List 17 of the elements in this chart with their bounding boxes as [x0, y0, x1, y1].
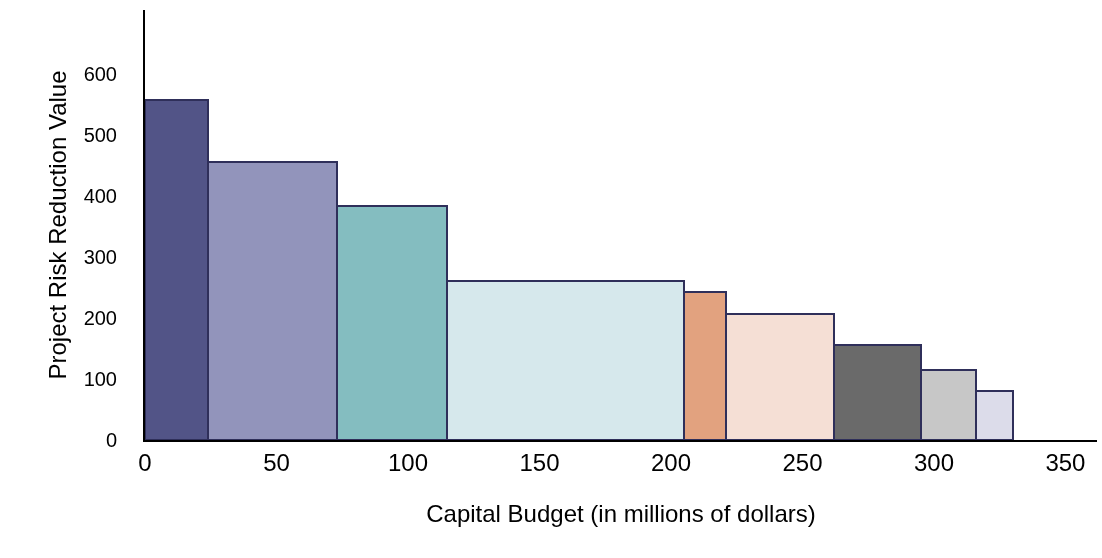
x-tick-label: 250 [782, 448, 823, 476]
x-axis-title: Capital Budget (in millions of dollars) [426, 499, 816, 527]
y-tick-label: 400 [83, 185, 117, 208]
x-tick-label: 150 [519, 448, 560, 476]
y-tick-label: 600 [83, 63, 117, 86]
y-tick-label: 100 [83, 368, 117, 391]
y-tick-label: 0 [105, 429, 117, 451]
y-axis-title: Project Risk Reduction Value [44, 70, 72, 380]
y-tick-label: 500 [83, 124, 117, 147]
x-tick-label: 350 [1045, 448, 1086, 476]
x-tick-label: 300 [913, 448, 954, 476]
x-tick-label: 0 [138, 448, 152, 476]
y-tick-label: 300 [83, 246, 117, 269]
x-tick-label: 50 [263, 448, 290, 476]
x-tick-label: 200 [650, 448, 691, 476]
y-tick-label: 200 [83, 307, 117, 330]
x-tick-label: 100 [387, 448, 428, 476]
